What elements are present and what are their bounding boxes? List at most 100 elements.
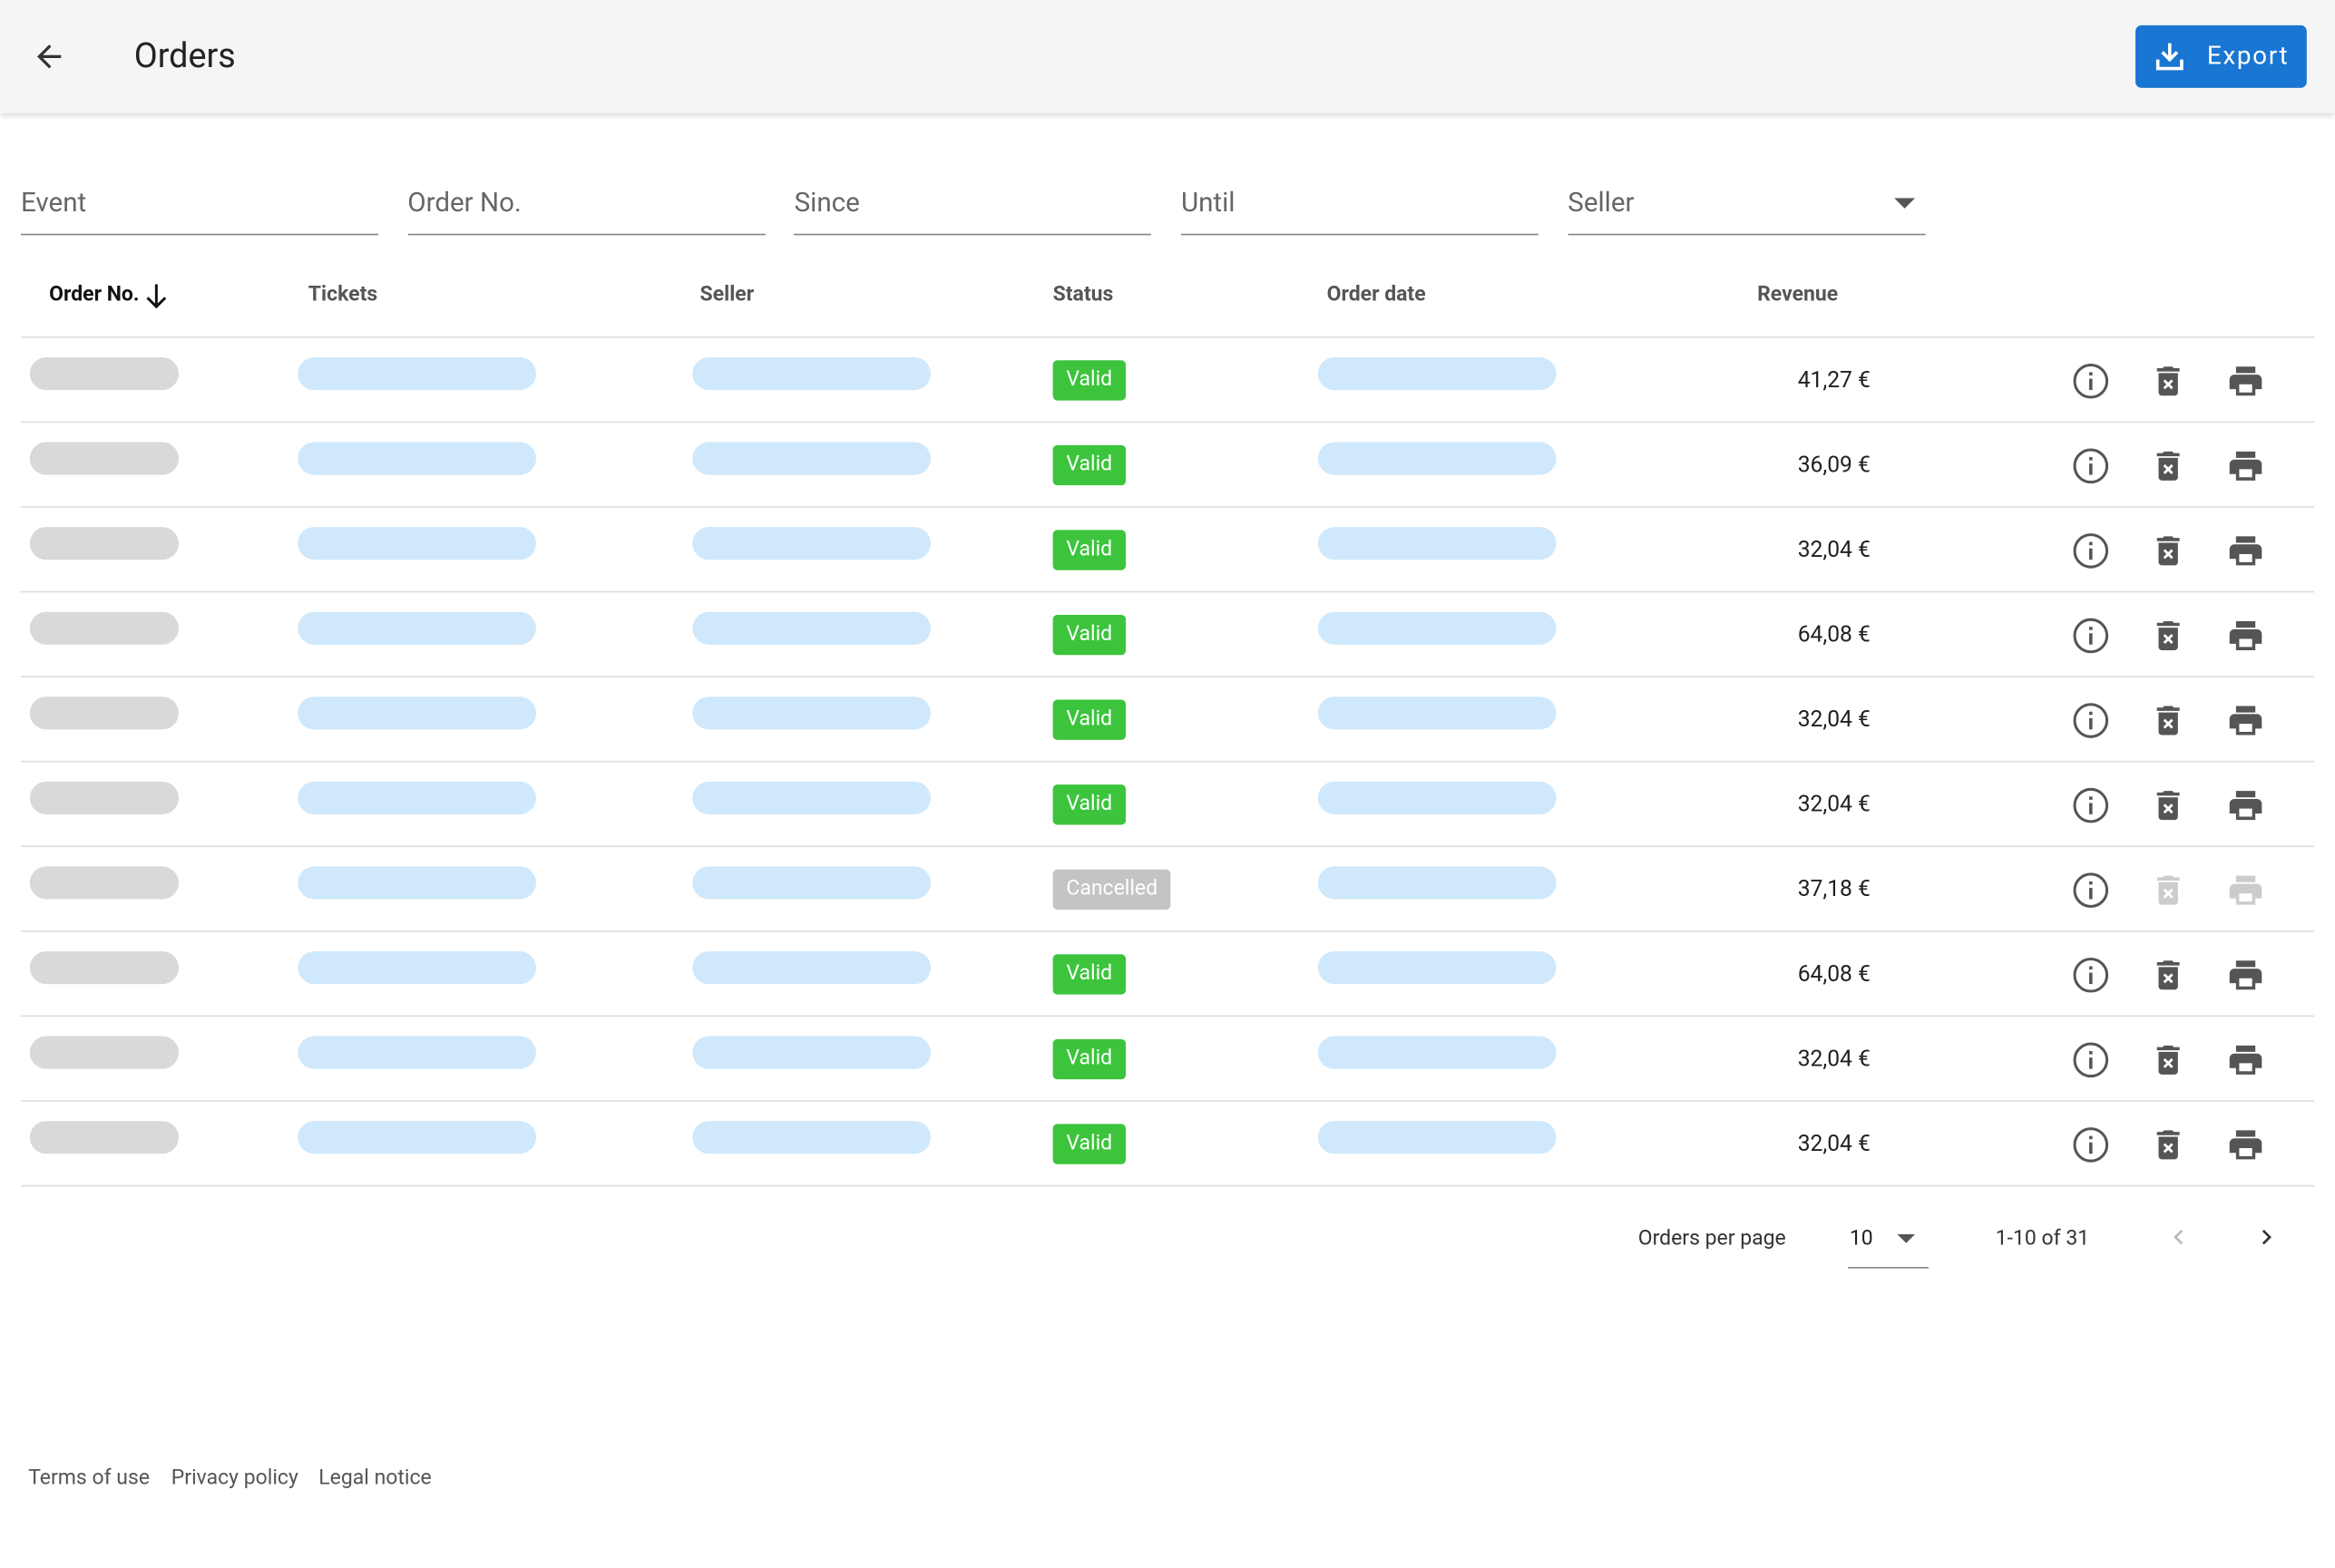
cancel-button[interactable] <box>2149 701 2188 740</box>
info-button[interactable] <box>2071 871 2110 910</box>
column-header: Tickets <box>308 282 378 307</box>
row-divider <box>20 1015 2315 1018</box>
redacted-order-date <box>1317 356 1557 391</box>
redacted-order-date <box>1317 781 1557 814</box>
info-button[interactable] <box>2071 701 2110 740</box>
status-badge: Valid <box>1052 699 1126 740</box>
footer-link[interactable]: Terms of use <box>28 1466 151 1491</box>
revenue: 36,09 € <box>1797 451 1871 478</box>
print-button[interactable] <box>2226 617 2265 656</box>
info-button[interactable] <box>2071 531 2110 570</box>
row-divider <box>20 760 2315 763</box>
cancel-button[interactable] <box>2149 446 2188 485</box>
print-button[interactable] <box>2226 701 2265 740</box>
info-button[interactable] <box>2071 1040 2110 1079</box>
redacted-order-date <box>1317 866 1557 900</box>
column-header[interactable]: Order No. <box>49 282 140 307</box>
cancel-button[interactable] <box>2149 956 2188 995</box>
info-button[interactable] <box>2071 446 2110 485</box>
dropdown-arrow <box>1897 1233 1916 1243</box>
back-button[interactable] <box>31 39 66 74</box>
status-badge: Valid <box>1052 1038 1126 1080</box>
filter-field[interactable]: Order No. <box>407 167 766 236</box>
row-divider <box>20 421 2315 424</box>
redacted-order-date <box>1317 442 1557 475</box>
status-badge: Valid <box>1052 530 1126 570</box>
filter-field[interactable]: Until <box>1180 167 1539 236</box>
info-button[interactable] <box>2071 956 2110 995</box>
footer-link[interactable]: Privacy policy <box>171 1466 298 1491</box>
cancel-button[interactable] <box>2149 1125 2188 1164</box>
cancel-button[interactable] <box>2149 362 2188 401</box>
redacted-order-no <box>29 356 179 391</box>
filter-label: Since <box>794 187 860 219</box>
status-badge: Valid <box>1052 360 1126 401</box>
footer-link[interactable]: Legal notice <box>318 1466 432 1491</box>
row-divider <box>20 930 2315 932</box>
status-badge: Valid <box>1052 614 1126 656</box>
print-button[interactable] <box>2226 531 2265 570</box>
redacted-order-date <box>1317 1121 1557 1154</box>
print-button[interactable] <box>2226 1125 2265 1164</box>
info-button[interactable] <box>2071 1125 2110 1164</box>
revenue: 32,04 € <box>1797 1045 1871 1072</box>
export-button[interactable]: Export <box>2135 24 2307 88</box>
redacted-seller <box>692 781 931 814</box>
redacted-seller <box>692 950 931 985</box>
redacted-tickets <box>298 356 536 391</box>
redacted-tickets <box>298 611 536 645</box>
redacted-tickets <box>298 442 536 475</box>
redacted-order-date <box>1317 696 1557 730</box>
revenue: 41,27 € <box>1797 365 1871 394</box>
cancel-button[interactable] <box>2149 617 2188 656</box>
column-header: Status <box>1052 282 1114 307</box>
dropdown-arrow <box>1894 198 1916 209</box>
redacted-order-no <box>29 527 179 560</box>
cancel-button[interactable] <box>2149 1040 2188 1079</box>
header-divider <box>20 336 2315 338</box>
column-header: Revenue <box>1757 282 1839 307</box>
cancel-button <box>2156 875 2180 905</box>
next-page[interactable] <box>2252 1222 2281 1252</box>
redacted-seller <box>692 866 931 900</box>
filter-field[interactable]: Since <box>794 167 1152 236</box>
row-divider <box>20 845 2315 848</box>
info-button[interactable] <box>2071 786 2110 825</box>
redacted-order-no <box>29 611 179 645</box>
per-page-select[interactable]: 10 <box>1848 1212 1929 1269</box>
revenue: 32,04 € <box>1797 1129 1871 1157</box>
filter-label: Event <box>20 187 87 219</box>
per-page-value: 10 <box>1849 1226 1873 1251</box>
redacted-tickets <box>298 527 536 560</box>
print-button[interactable] <box>2226 1040 2265 1079</box>
print-button[interactable] <box>2226 446 2265 485</box>
filter-field[interactable]: Event <box>20 167 378 236</box>
redacted-order-date <box>1317 950 1557 985</box>
redacted-tickets <box>298 1121 536 1154</box>
sort-arrow[interactable] <box>144 283 168 316</box>
redacted-seller <box>692 442 931 475</box>
redacted-tickets <box>298 950 536 985</box>
print-button[interactable] <box>2226 362 2265 401</box>
prev-page[interactable] <box>2164 1222 2193 1252</box>
info-button[interactable] <box>2071 617 2110 656</box>
cancel-button[interactable] <box>2149 786 2188 825</box>
page-range: 1-10 of 31 <box>1995 1226 2090 1251</box>
download-icon <box>2155 43 2184 71</box>
export-label: Export <box>2206 41 2290 72</box>
redacted-seller <box>692 1121 931 1154</box>
filter-label: Until <box>1180 187 1236 219</box>
status-badge: Valid <box>1052 784 1126 825</box>
redacted-seller <box>692 611 931 645</box>
redacted-seller <box>692 1036 931 1069</box>
redacted-tickets <box>298 866 536 900</box>
status-badge: Cancelled <box>1052 869 1171 911</box>
print-button[interactable] <box>2226 786 2265 825</box>
info-button[interactable] <box>2071 362 2110 401</box>
filter-label: Seller <box>1568 187 1635 219</box>
filter-field[interactable]: Seller <box>1568 167 1926 236</box>
print-button[interactable] <box>2226 956 2265 995</box>
cancel-button[interactable] <box>2149 531 2188 570</box>
